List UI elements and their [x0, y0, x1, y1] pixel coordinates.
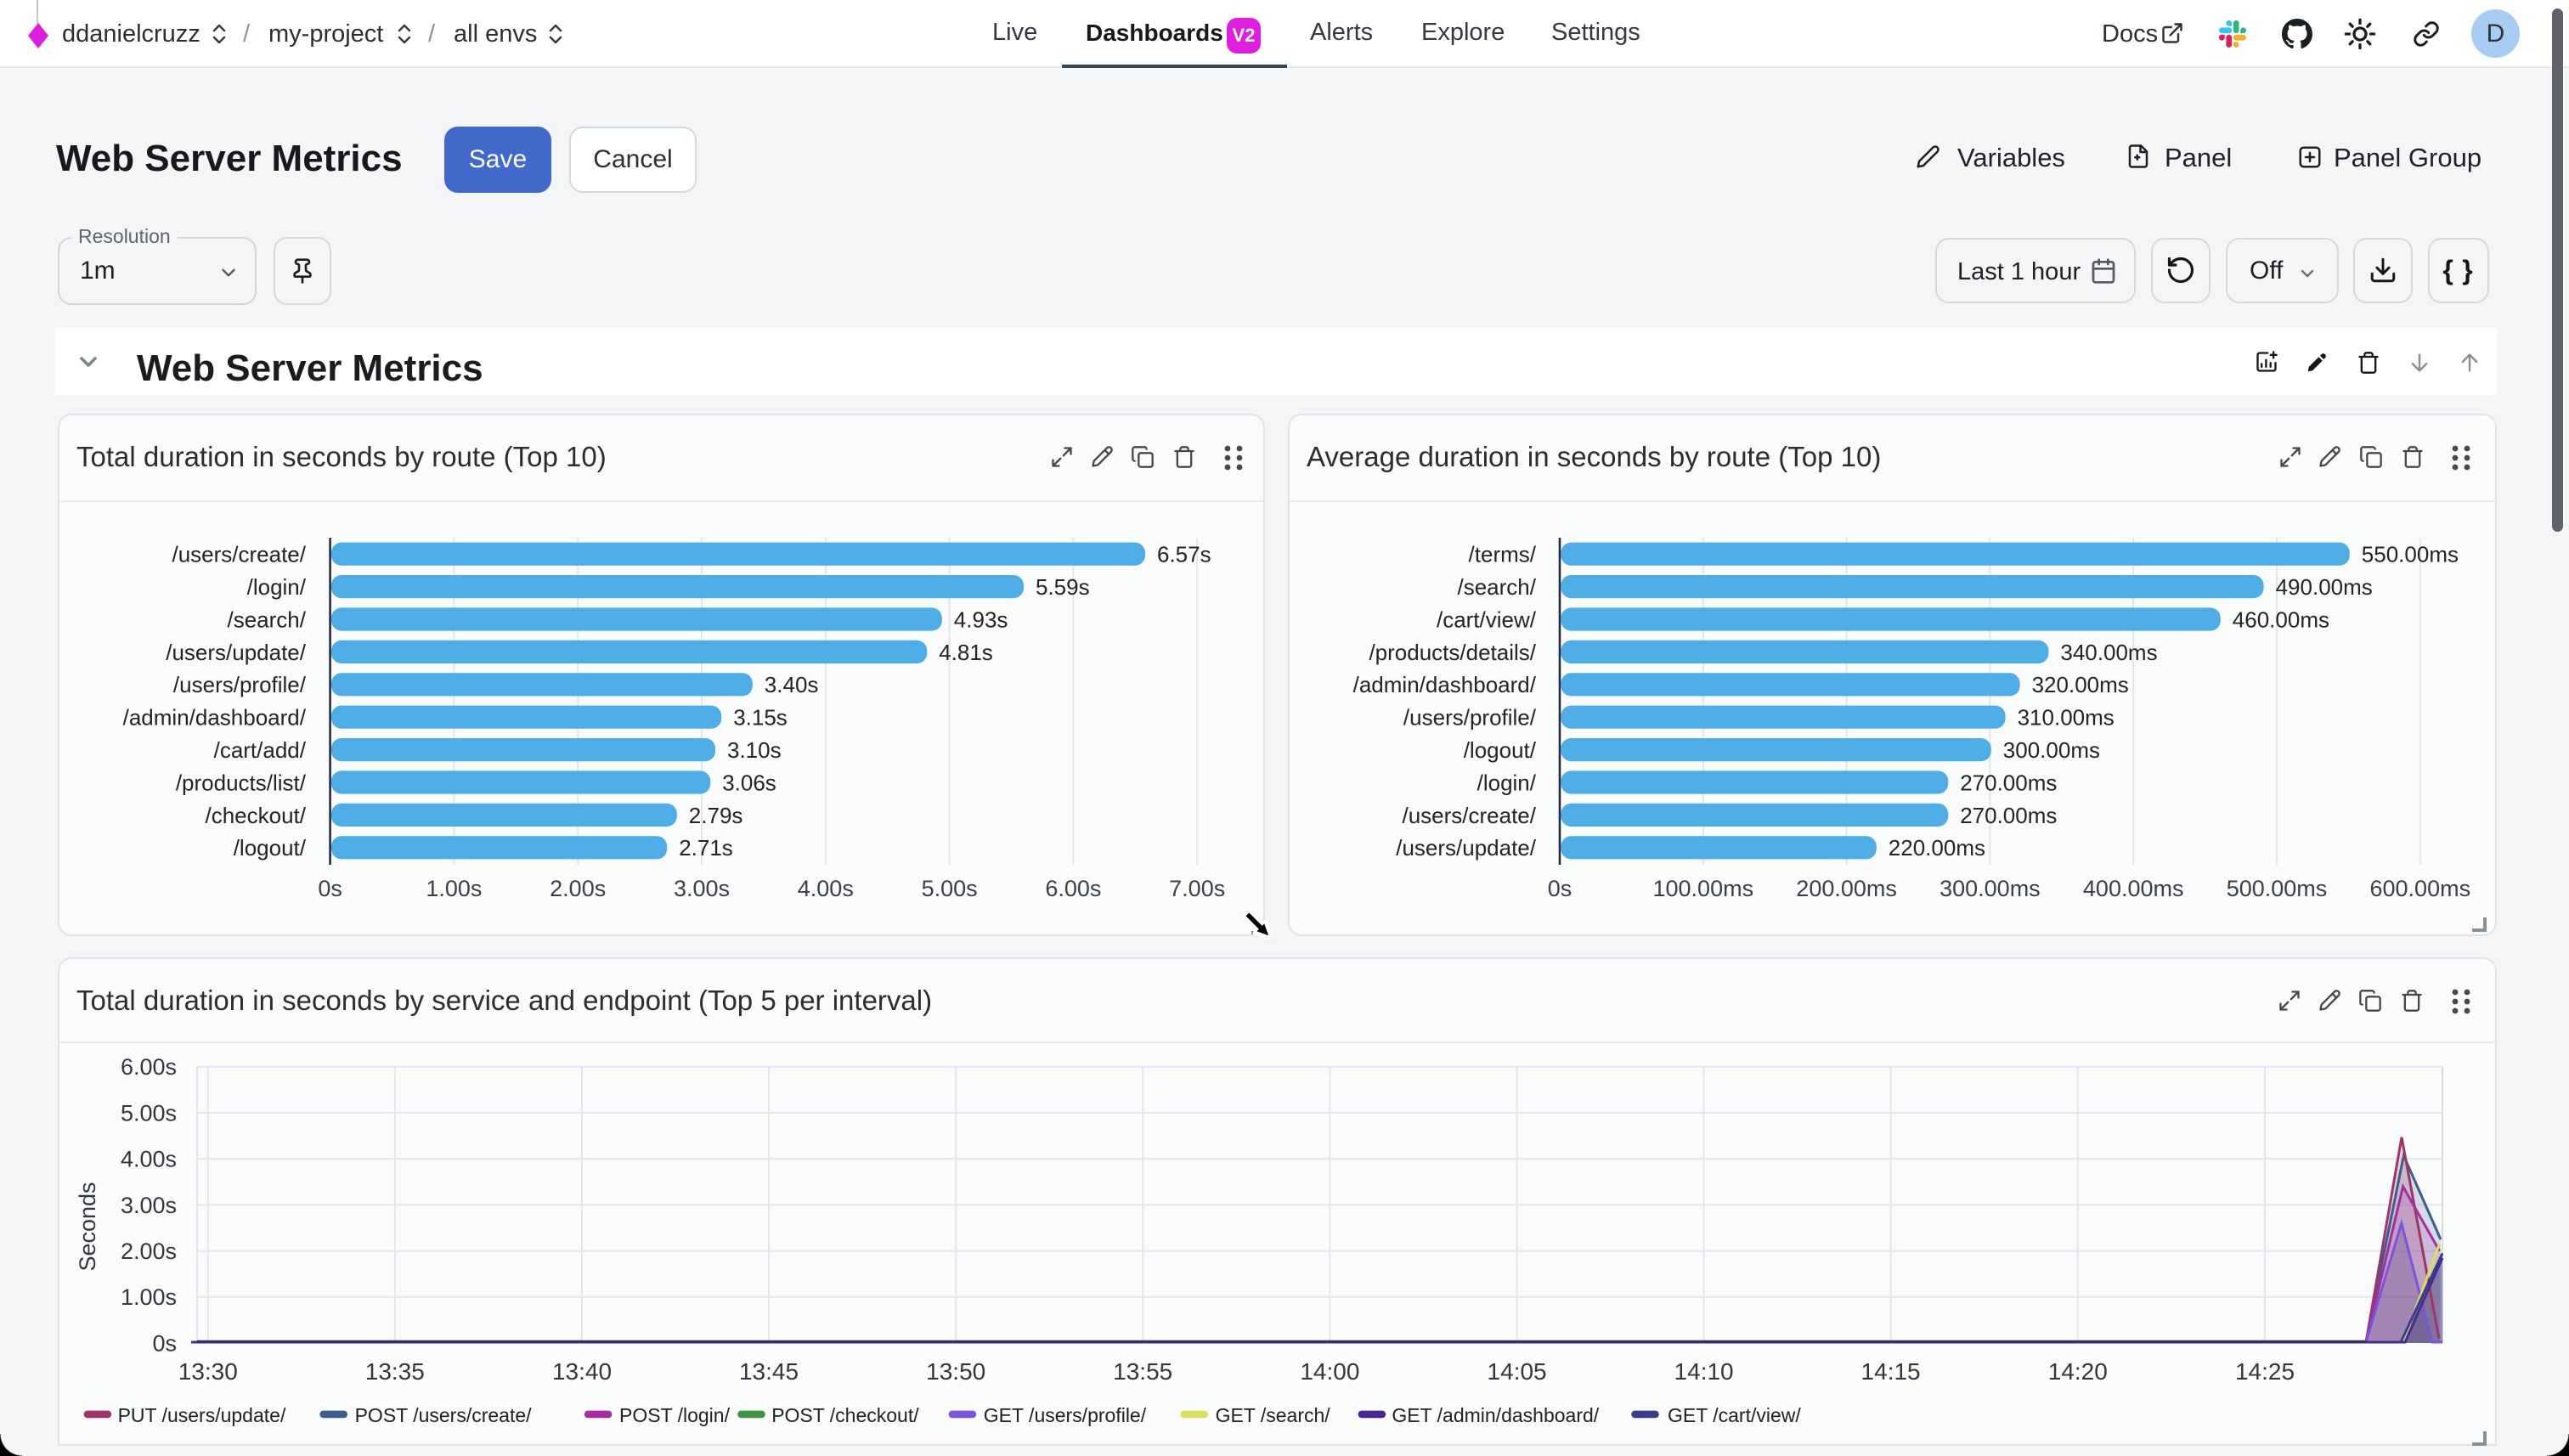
svg-text:6.57s: 6.57s	[1157, 542, 1211, 567]
svg-text:/login/: /login/	[1477, 770, 1537, 795]
svg-text:270.00ms: 270.00ms	[1960, 770, 2057, 795]
svg-text:/checkout/: /checkout/	[205, 803, 306, 828]
svg-text:/logout/: /logout/	[1464, 737, 1537, 763]
svg-text:3.15s: 3.15s	[733, 705, 788, 731]
svg-text:13:30: 13:30	[178, 1358, 238, 1385]
svg-text:2.79s: 2.79s	[689, 803, 743, 828]
svg-text:4.00s: 4.00s	[121, 1147, 177, 1172]
svg-text:200.00ms: 200.00ms	[1796, 876, 1897, 901]
svg-text:/cart/add/: /cart/add/	[214, 737, 307, 763]
svg-text:/products/details/: /products/details/	[1369, 640, 1536, 665]
svg-text:3.10s: 3.10s	[727, 737, 782, 763]
svg-text:/users/profile/: /users/profile/	[173, 672, 307, 697]
svg-text:270.00ms: 270.00ms	[1960, 803, 2057, 828]
svg-text:550.00ms: 550.00ms	[2362, 542, 2459, 567]
svg-text:GET /search/: GET /search/	[1216, 1404, 1331, 1426]
svg-text:3.40s: 3.40s	[765, 672, 819, 697]
svg-text:0s: 0s	[318, 876, 342, 901]
svg-text:14:00: 14:00	[1300, 1358, 1359, 1385]
svg-text:14:20: 14:20	[2048, 1358, 2108, 1385]
svg-text:/login/: /login/	[247, 574, 307, 600]
svg-text:4.81s: 4.81s	[939, 640, 993, 665]
svg-text:4.00s: 4.00s	[798, 876, 854, 901]
svg-text:0s: 0s	[1548, 876, 1572, 901]
svg-text:/search/: /search/	[1458, 574, 1537, 600]
svg-text:6.00s: 6.00s	[121, 1054, 177, 1080]
svg-text:2.00s: 2.00s	[550, 876, 606, 901]
svg-text:7.00s: 7.00s	[1169, 876, 1225, 901]
svg-text:5.59s: 5.59s	[1036, 574, 1090, 600]
svg-text:/cart/view/: /cart/view/	[1437, 607, 1537, 632]
svg-text:310.00ms: 310.00ms	[2018, 705, 2114, 731]
svg-text:13:55: 13:55	[1113, 1358, 1172, 1385]
svg-text:3.06s: 3.06s	[722, 770, 776, 795]
svg-text:1.00s: 1.00s	[121, 1284, 177, 1310]
svg-text:/users/create/: /users/create/	[1402, 803, 1536, 828]
svg-text:500.00ms: 500.00ms	[2227, 876, 2328, 901]
svg-text:5.00s: 5.00s	[922, 876, 978, 901]
svg-text:POST /users/create/: POST /users/create/	[355, 1404, 533, 1426]
svg-text:100.00ms: 100.00ms	[1653, 876, 1754, 901]
svg-text:600.00ms: 600.00ms	[2370, 876, 2471, 901]
svg-text:POST /checkout/: POST /checkout/	[771, 1404, 919, 1426]
svg-text:13:40: 13:40	[552, 1358, 612, 1385]
svg-text:/users/profile/: /users/profile/	[1403, 705, 1537, 731]
svg-text:4.93s: 4.93s	[954, 607, 1008, 632]
svg-text:14:10: 14:10	[1674, 1358, 1734, 1385]
svg-text:2.00s: 2.00s	[121, 1239, 177, 1264]
svg-text:/logout/: /logout/	[234, 835, 307, 861]
svg-text:460.00ms: 460.00ms	[2233, 607, 2329, 632]
svg-text:300.00ms: 300.00ms	[2003, 737, 2100, 763]
svg-text:/products/list/: /products/list/	[176, 770, 307, 795]
svg-text:/users/update/: /users/update/	[166, 640, 307, 665]
svg-text:340.00ms: 340.00ms	[2060, 640, 2157, 665]
svg-text:13:50: 13:50	[926, 1358, 985, 1385]
svg-text:400.00ms: 400.00ms	[2083, 876, 2184, 901]
svg-text:14:25: 14:25	[2235, 1358, 2295, 1385]
svg-text:/search/: /search/	[228, 607, 307, 632]
svg-text:GET /users/profile/: GET /users/profile/	[984, 1404, 1147, 1426]
svg-text:3.00s: 3.00s	[121, 1193, 177, 1218]
svg-text:13:45: 13:45	[739, 1358, 799, 1385]
svg-text:POST /login/: POST /login/	[619, 1404, 731, 1426]
svg-text:Seconds: Seconds	[75, 1182, 100, 1271]
svg-text:GET /cart/view/: GET /cart/view/	[1668, 1404, 1801, 1426]
svg-text:0s: 0s	[152, 1330, 177, 1356]
svg-text:3.00s: 3.00s	[674, 876, 730, 901]
svg-text:1.00s: 1.00s	[426, 876, 482, 901]
svg-text:220.00ms: 220.00ms	[1889, 835, 1985, 861]
svg-text:PUT /users/update/: PUT /users/update/	[118, 1404, 286, 1426]
svg-text:14:15: 14:15	[1861, 1358, 1921, 1385]
svg-text:GET /admin/dashboard/: GET /admin/dashboard/	[1392, 1404, 1599, 1426]
svg-text:5.00s: 5.00s	[121, 1100, 177, 1126]
svg-text:/admin/dashboard/: /admin/dashboard/	[123, 705, 307, 731]
svg-text:300.00ms: 300.00ms	[1939, 876, 2041, 901]
svg-text:/terms/: /terms/	[1469, 542, 1537, 567]
svg-text:320.00ms: 320.00ms	[2032, 672, 2129, 697]
svg-text:6.00s: 6.00s	[1045, 876, 1101, 901]
svg-text:13:35: 13:35	[365, 1358, 425, 1385]
svg-text:/users/create/: /users/create/	[172, 542, 306, 567]
svg-text:/users/update/: /users/update/	[1396, 835, 1537, 861]
svg-text:2.71s: 2.71s	[679, 835, 733, 861]
svg-text:490.00ms: 490.00ms	[2276, 574, 2373, 600]
svg-text:14:05: 14:05	[1488, 1358, 1547, 1385]
svg-text:/admin/dashboard/: /admin/dashboard/	[1353, 672, 1537, 697]
